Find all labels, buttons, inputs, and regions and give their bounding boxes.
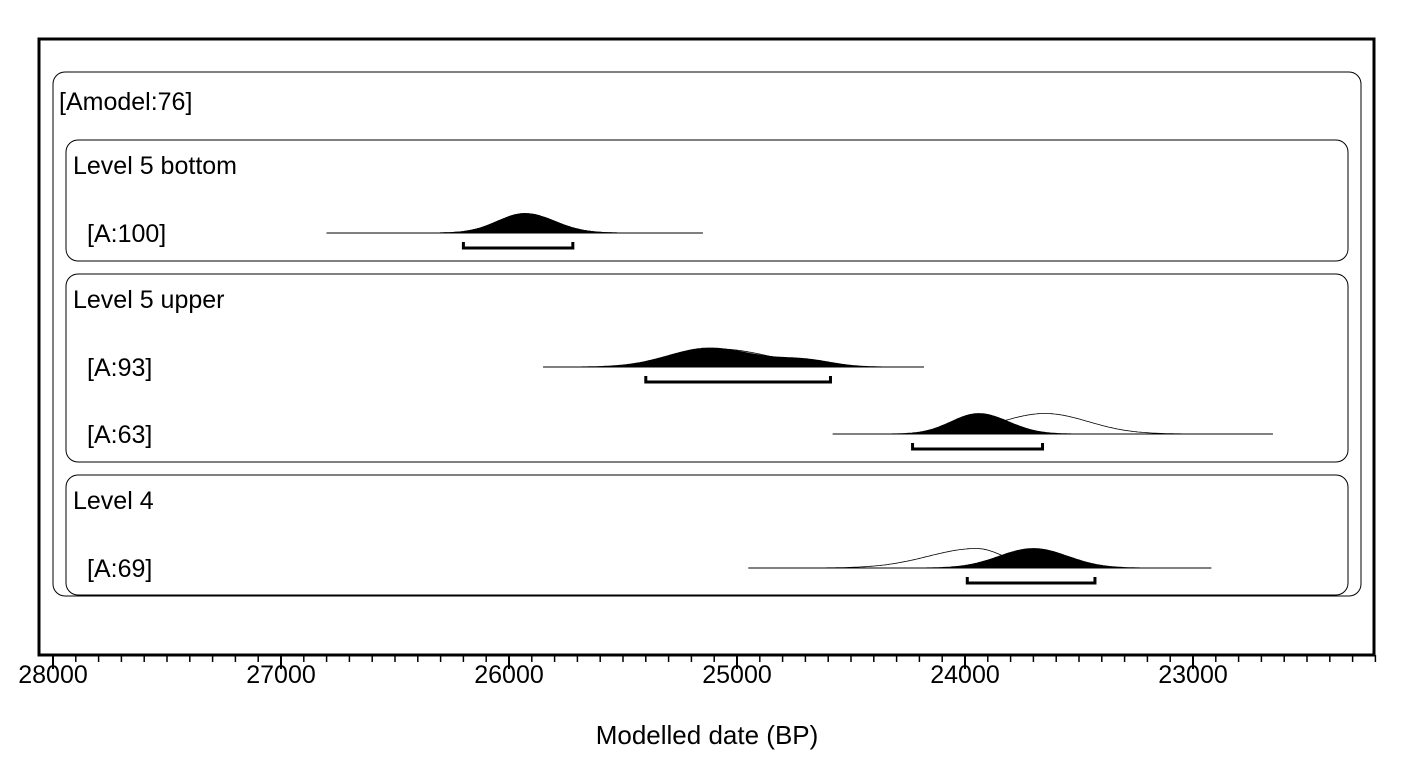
item-2-0: [A:69]	[87, 548, 1212, 585]
group-box	[65, 273, 1349, 463]
model-box	[52, 71, 1362, 597]
item-label: [A:100]	[87, 220, 166, 248]
x-tick-label: 24000	[930, 661, 1000, 689]
prior-distribution	[748, 548, 1212, 569]
posterior-distribution	[543, 347, 924, 368]
x-axis: 28000 27000 26000 25000 24000 23000	[18, 655, 1377, 689]
group-label: Level 4	[73, 487, 154, 515]
model-label: [Amodel:76]	[59, 88, 192, 116]
group-0: Level 5 bottom [A:100]	[65, 139, 1349, 262]
group-box	[65, 139, 1349, 262]
groups-layer: Level 5 bottom [A:100] Level 5 upper [A:93]…	[65, 139, 1349, 596]
x-axis-label: Modelled date (BP)	[596, 720, 819, 750]
prior-distribution	[832, 413, 1273, 435]
item-1-0: [A:93]	[87, 347, 924, 384]
prior-distribution	[543, 348, 924, 368]
x-tick-label: 23000	[1158, 661, 1228, 689]
item-label: [A:69]	[87, 555, 152, 583]
plot-frame	[37, 37, 1376, 657]
group-1: Level 5 upper [A:93] [A:63]	[65, 273, 1349, 463]
x-tick-label: 27000	[246, 661, 316, 689]
item-label: [A:63]	[87, 421, 152, 449]
x-tick-label: 26000	[474, 661, 544, 689]
group-box	[65, 474, 1349, 596]
prior-distribution	[326, 213, 703, 234]
group-2: Level 4 [A:69]	[65, 474, 1349, 596]
item-1-1: [A:63]	[87, 413, 1273, 451]
item-label: [A:93]	[87, 354, 152, 382]
x-tick-label: 28000	[18, 661, 88, 689]
item-0-0: [A:100]	[87, 213, 703, 250]
group-label: Level 5 upper	[73, 286, 225, 314]
x-tick-label: 25000	[702, 661, 772, 689]
group-label: Level 5 bottom	[73, 152, 237, 180]
